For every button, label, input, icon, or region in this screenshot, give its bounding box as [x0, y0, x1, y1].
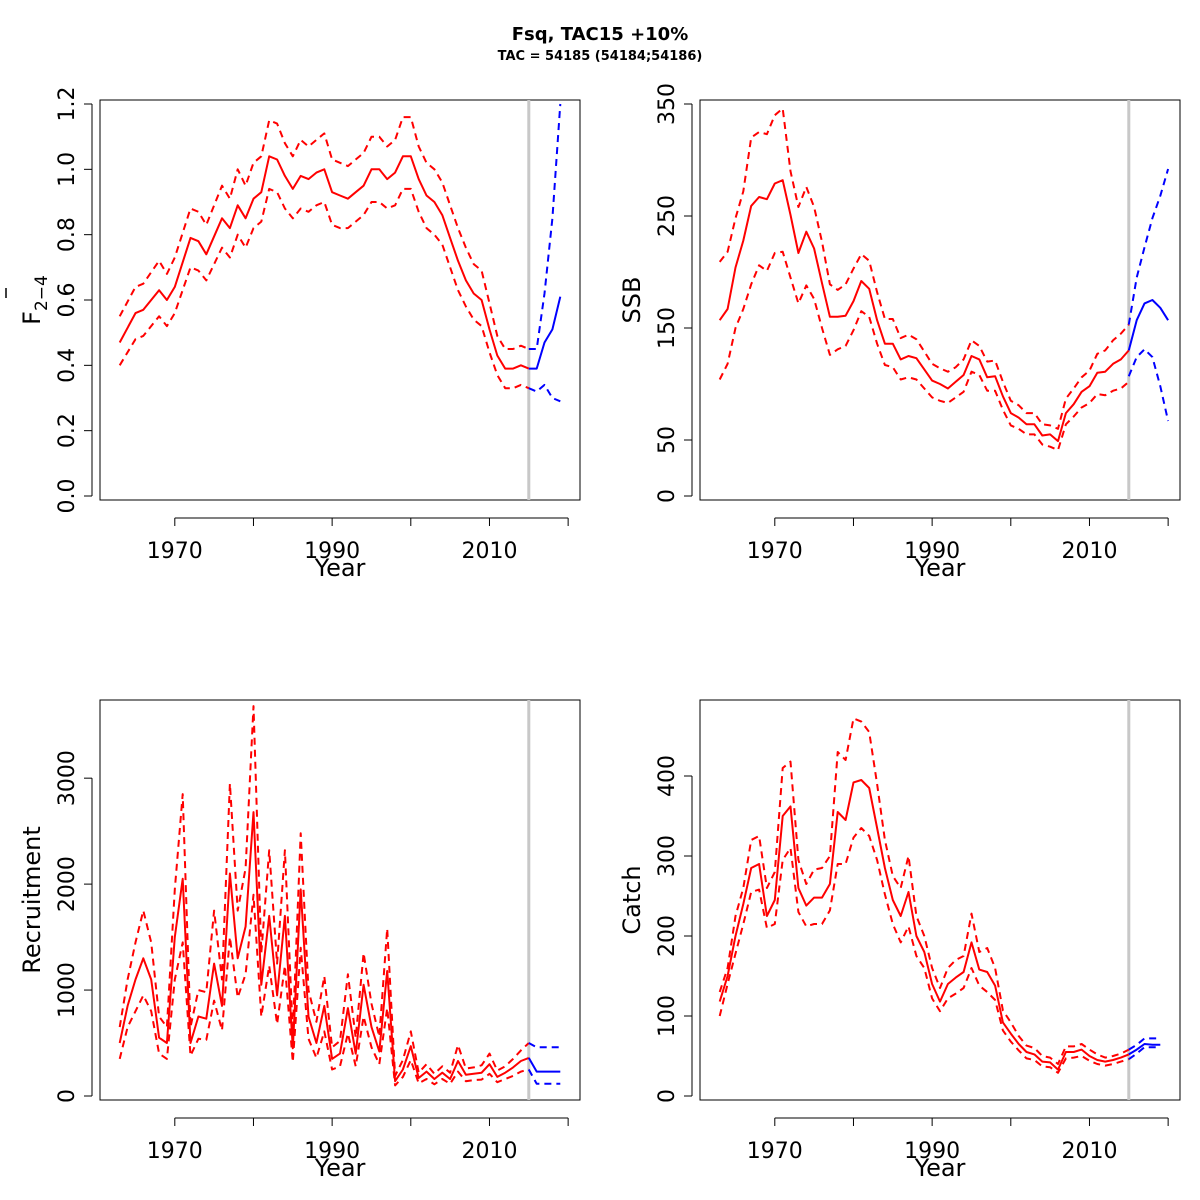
x-tick-label: 1990: [904, 1139, 960, 1164]
y-tick-label: 0: [55, 1089, 80, 1103]
y-tick-label: 200: [655, 915, 680, 957]
x-axis-label: Year: [314, 554, 366, 582]
y-tick-label: 0: [655, 1089, 680, 1103]
y-tick-label: 0.0: [55, 479, 80, 514]
y-tick-label: 1.0: [55, 152, 80, 187]
y-tick-label: 0.6: [55, 283, 80, 318]
y-axis-label-base: F: [18, 311, 46, 325]
forecast-lower-line: [528, 383, 561, 403]
plot-frame: [99, 99, 581, 501]
x-axis-label: Year: [314, 1154, 366, 1182]
panel-catch: 1970 1990 2010 Year 0 100 200 300 400 Catch: [618, 699, 1181, 1182]
historical-estimate-line: [118, 155, 530, 370]
historical-estimate-line: [718, 179, 1130, 443]
historical-estimate-line: [718, 779, 1130, 1071]
forecast-estimate-line: [1128, 1043, 1161, 1056]
y-axis-label: Catch: [618, 865, 646, 934]
forecast-estimate-line: [527, 1057, 561, 1073]
panel-ssb: 1970 1990 2010 Year 0 50 150 250 350 SSB: [618, 83, 1181, 582]
forecast-upper-line: [528, 103, 562, 350]
y-tick-label: 1000: [55, 962, 80, 1018]
forecast-estimate-line: [1127, 299, 1169, 351]
x-tick-label: 1970: [747, 539, 803, 564]
panel-recruitment: 1970 1990 2010 Year 0 1000 2000 3000 Recruitment: [18, 699, 581, 1182]
forecast-estimate-line: [528, 296, 562, 370]
y-axis-label: SSB: [618, 277, 646, 324]
plot-frame: [699, 99, 1181, 501]
x-tick-label: 1970: [747, 1139, 803, 1164]
historical-estimate-line: [118, 811, 530, 1083]
y-axis-label: F2−4: [18, 275, 52, 325]
forecast-upper-line: [528, 1042, 561, 1049]
x-tick-label: 1990: [304, 1139, 360, 1164]
x-tick-label: 1990: [304, 539, 360, 564]
forecast-lower-line: [1127, 348, 1170, 422]
x-tick-label: 1970: [147, 1139, 203, 1164]
y-tick-label: 2000: [55, 856, 80, 912]
historical-lower-line: [718, 827, 1130, 1074]
plot-frame: [699, 699, 1181, 1101]
y-axis-label-subscript: 2−4: [32, 275, 52, 311]
x-tick-label: 2010: [1061, 1139, 1117, 1164]
y-tick-label: 0.4: [55, 348, 80, 383]
historical-lower-line: [118, 893, 530, 1087]
historical-upper-line: [718, 717, 1130, 1065]
plot-frame: [99, 699, 581, 1101]
forecast-lower-line: [527, 1069, 561, 1085]
y-axis-label: Recruitment: [18, 826, 46, 973]
forecast-lower-line: [1128, 1046, 1161, 1061]
x-axis-label: Year: [914, 554, 966, 582]
y-tick-label: 1.2: [55, 87, 80, 122]
historical-upper-line: [118, 705, 530, 1077]
x-tick-label: 2010: [1061, 539, 1117, 564]
y-tick-label: 400: [655, 755, 680, 797]
y-tick-label: 0.2: [55, 413, 80, 448]
historical-upper-line: [718, 107, 1130, 430]
forecast-upper-line: [1127, 168, 1170, 325]
x-tick-label: 2010: [461, 539, 517, 564]
y-tick-label: 150: [655, 307, 680, 349]
y-tick-label: 300: [655, 835, 680, 877]
panel-f-bar: 1970 1990 2010 Year 0.0 0.2 0.4 0.6 0.8 1.0 1.2 F2−…: [5, 87, 581, 582]
y-tick-label: 100: [655, 995, 680, 1037]
x-tick-label: 1970: [147, 539, 203, 564]
historical-lower-line: [118, 187, 530, 390]
historical-upper-line: [118, 116, 530, 350]
forecast-upper-line: [1128, 1037, 1161, 1051]
figure-title: Fsq, TAC15 +10%: [512, 24, 689, 45]
x-axis-label: Year: [914, 1154, 966, 1182]
historical-lower-line: [718, 250, 1130, 452]
y-tick-label: 350: [655, 83, 680, 125]
x-tick-label: 2010: [461, 1139, 517, 1164]
figure-subtitle: TAC = 54185 (54184;54186): [498, 49, 703, 64]
y-tick-label: 3000: [55, 750, 80, 806]
x-tick-label: 1990: [904, 539, 960, 564]
y-tick-label: 0.8: [55, 217, 80, 252]
y-tick-label: 250: [655, 195, 680, 237]
y-tick-label: 0: [655, 489, 680, 503]
y-tick-label: 50: [655, 426, 680, 454]
